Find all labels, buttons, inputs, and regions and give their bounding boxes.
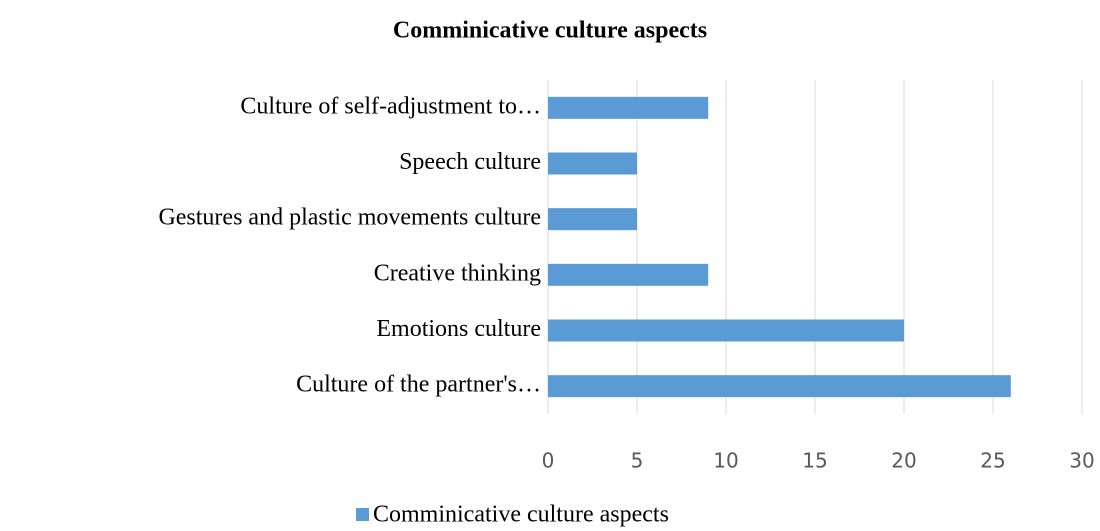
y-tick-label: Emotions culture (376, 316, 541, 342)
x-tick-label: 25 (980, 449, 1005, 473)
x-tick-label: 30 (1069, 449, 1094, 473)
x-tick-label: 10 (713, 449, 738, 473)
x-tick-label: 5 (631, 449, 644, 473)
chart-title: Comminicative culture aspects (393, 18, 707, 44)
bar (548, 152, 637, 175)
legend-label: Comminicative culture aspects (373, 502, 669, 528)
y-tick-label: Gestures and plastic movements culture (158, 205, 541, 231)
bar (548, 375, 1011, 398)
bar (548, 263, 709, 286)
y-tick-label: Speech culture (399, 149, 541, 175)
x-tick-label: 0 (542, 449, 555, 473)
y-tick-label: Culture of self-adjustment to… (240, 93, 541, 119)
bar (548, 319, 904, 342)
x-tick-label: 15 (802, 449, 827, 473)
legend-swatch (356, 508, 369, 521)
bar (548, 96, 709, 119)
bar (548, 208, 637, 231)
x-tick-label: 20 (891, 449, 916, 473)
y-tick-label: Creative thinking (374, 260, 541, 286)
y-tick-label: Culture of the partner's… (296, 372, 541, 398)
